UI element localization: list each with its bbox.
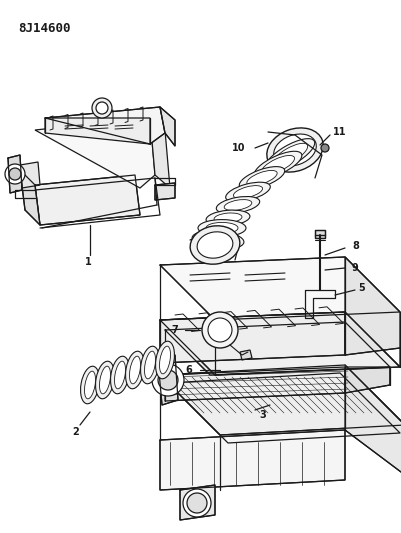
Ellipse shape bbox=[247, 171, 277, 185]
Circle shape bbox=[183, 489, 211, 517]
Ellipse shape bbox=[200, 233, 236, 246]
Ellipse shape bbox=[272, 143, 308, 167]
Ellipse shape bbox=[261, 156, 294, 174]
Polygon shape bbox=[160, 312, 345, 363]
Polygon shape bbox=[160, 430, 345, 490]
Polygon shape bbox=[155, 183, 175, 200]
Ellipse shape bbox=[198, 220, 246, 237]
Text: 10: 10 bbox=[231, 143, 245, 153]
Polygon shape bbox=[45, 107, 165, 144]
Text: 8: 8 bbox=[352, 241, 359, 251]
Circle shape bbox=[158, 370, 178, 390]
Polygon shape bbox=[315, 230, 325, 238]
Polygon shape bbox=[20, 170, 40, 225]
Text: 2: 2 bbox=[73, 427, 79, 437]
Ellipse shape bbox=[95, 361, 114, 399]
Circle shape bbox=[152, 364, 184, 396]
Circle shape bbox=[92, 98, 112, 118]
Ellipse shape bbox=[192, 231, 244, 249]
Polygon shape bbox=[160, 257, 400, 320]
Ellipse shape bbox=[206, 210, 250, 226]
Ellipse shape bbox=[130, 356, 140, 384]
Ellipse shape bbox=[85, 371, 95, 399]
Polygon shape bbox=[240, 350, 252, 360]
Polygon shape bbox=[35, 175, 140, 225]
Polygon shape bbox=[160, 365, 401, 435]
Text: 9: 9 bbox=[352, 263, 359, 273]
Ellipse shape bbox=[274, 134, 316, 166]
Polygon shape bbox=[35, 118, 155, 188]
Circle shape bbox=[9, 168, 21, 180]
Ellipse shape bbox=[81, 366, 99, 404]
Ellipse shape bbox=[156, 341, 174, 379]
Polygon shape bbox=[8, 155, 22, 193]
Ellipse shape bbox=[214, 213, 242, 223]
Circle shape bbox=[187, 493, 207, 513]
Polygon shape bbox=[165, 322, 390, 375]
Ellipse shape bbox=[216, 197, 260, 214]
Circle shape bbox=[5, 164, 25, 184]
Polygon shape bbox=[180, 485, 215, 520]
Text: 1: 1 bbox=[85, 257, 91, 267]
Ellipse shape bbox=[160, 346, 170, 374]
Ellipse shape bbox=[239, 167, 285, 189]
Ellipse shape bbox=[233, 185, 263, 198]
Circle shape bbox=[208, 318, 232, 342]
Polygon shape bbox=[165, 367, 345, 401]
Ellipse shape bbox=[197, 232, 233, 258]
Polygon shape bbox=[160, 312, 400, 375]
Polygon shape bbox=[20, 162, 40, 188]
Text: 5: 5 bbox=[358, 283, 365, 293]
Polygon shape bbox=[160, 107, 175, 146]
Circle shape bbox=[202, 312, 238, 348]
Polygon shape bbox=[345, 365, 401, 475]
Ellipse shape bbox=[265, 139, 315, 172]
Polygon shape bbox=[45, 118, 150, 144]
Ellipse shape bbox=[115, 361, 126, 389]
Ellipse shape bbox=[126, 351, 144, 389]
Ellipse shape bbox=[254, 151, 302, 179]
Ellipse shape bbox=[111, 356, 130, 394]
Ellipse shape bbox=[190, 226, 240, 264]
Circle shape bbox=[321, 144, 329, 152]
Ellipse shape bbox=[226, 182, 270, 202]
Polygon shape bbox=[305, 290, 335, 318]
Text: 3: 3 bbox=[259, 410, 266, 420]
Polygon shape bbox=[150, 118, 170, 188]
Polygon shape bbox=[345, 322, 390, 393]
Ellipse shape bbox=[140, 346, 160, 384]
Text: 8J14600: 8J14600 bbox=[18, 22, 71, 35]
Text: 6: 6 bbox=[185, 365, 192, 375]
Ellipse shape bbox=[99, 366, 111, 394]
Circle shape bbox=[96, 102, 108, 114]
Ellipse shape bbox=[267, 128, 323, 172]
Polygon shape bbox=[345, 257, 400, 355]
Text: 11: 11 bbox=[333, 127, 346, 137]
Text: 7: 7 bbox=[171, 325, 178, 335]
Ellipse shape bbox=[144, 351, 156, 379]
Ellipse shape bbox=[224, 199, 252, 211]
Ellipse shape bbox=[206, 222, 238, 233]
Polygon shape bbox=[158, 355, 178, 405]
